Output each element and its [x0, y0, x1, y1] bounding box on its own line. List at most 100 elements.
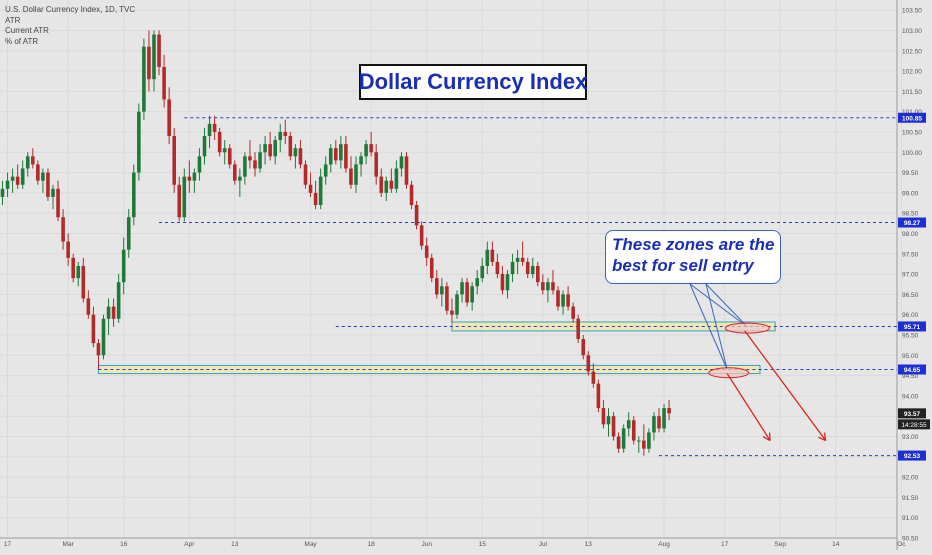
indicator-atr[interactable]: ATR: [5, 15, 21, 25]
candle-down: [424, 245, 429, 258]
symbol-line[interactable]: U.S. Dollar Currency Index, 1D, TVC: [5, 5, 136, 14]
candle-up: [243, 156, 247, 177]
y-tick-label: 94.50: [902, 373, 919, 380]
y-tick-label: 94.00: [902, 393, 919, 400]
x-tick-label: Jul: [539, 541, 548, 548]
chart-title-annotation: Dollar Currency Index: [359, 64, 587, 100]
level-label: 94.65: [904, 367, 921, 374]
level-label: 98.27: [904, 220, 921, 227]
candle-down: [369, 144, 373, 153]
callout-line-1: These zones are the: [612, 235, 775, 254]
y-tick-label: 103.50: [902, 8, 922, 15]
candle-up: [126, 217, 131, 250]
candle-up: [546, 282, 550, 291]
candle-up: [76, 265, 81, 279]
candle-up: [339, 144, 343, 161]
candle-up: [505, 274, 510, 291]
candle-down: [667, 408, 671, 414]
candle-down: [86, 298, 91, 315]
candle-down: [500, 274, 505, 291]
y-tick-label: 97.00: [902, 272, 919, 279]
level-label-bg: [898, 112, 926, 123]
candle-up: [20, 168, 25, 185]
candle-up: [132, 172, 136, 218]
x-tick-label: 17: [4, 541, 12, 548]
y-tick-label: 97.50: [902, 251, 919, 258]
y-tick-label: 96.50: [902, 292, 919, 299]
indicator-current-atr[interactable]: Current ATR: [5, 26, 49, 35]
candle-down: [313, 192, 318, 206]
candle-down: [536, 265, 540, 283]
candle-down: [450, 310, 454, 315]
candle-up: [182, 176, 187, 218]
candle-up: [470, 286, 474, 303]
candle-down: [344, 144, 348, 169]
candle-down: [576, 318, 580, 340]
candle-down: [566, 294, 570, 307]
candle-down: [601, 408, 606, 425]
candle-up: [121, 249, 126, 283]
candle-down: [111, 306, 116, 319]
candle-down: [217, 131, 222, 153]
candle-up: [152, 34, 156, 80]
candle-up: [142, 46, 146, 112]
candle-up: [293, 148, 298, 157]
candle-up: [10, 176, 15, 181]
y-tick-label: 100.00: [902, 150, 922, 157]
candle-down: [157, 34, 161, 67]
candle-up: [510, 261, 515, 275]
x-tick-label: May: [304, 541, 317, 548]
candle-up: [460, 282, 464, 295]
candle-up: [621, 428, 626, 449]
candle-down: [404, 156, 409, 185]
candle-down: [177, 184, 182, 218]
current-price-label: 93.57: [904, 411, 921, 418]
entry-highlight: [708, 367, 750, 379]
candle-up: [323, 164, 328, 177]
candle-up: [647, 432, 651, 449]
candle-down: [389, 180, 394, 189]
candle-down: [591, 371, 596, 384]
candle-down: [379, 176, 384, 193]
candle-up: [263, 144, 267, 153]
candle-down: [31, 156, 35, 165]
candle-down: [445, 286, 449, 311]
candle-down: [374, 152, 378, 177]
candle-down: [233, 164, 237, 181]
y-tick-label: 101.00: [902, 109, 922, 116]
candle-down: [248, 156, 252, 161]
candle-down: [551, 282, 555, 291]
candle-down: [298, 148, 303, 165]
level-label-bg: [898, 450, 926, 461]
candle-down: [15, 176, 20, 185]
candle-down: [586, 355, 591, 372]
x-tick-label: Sep: [774, 541, 786, 548]
candle-down: [495, 261, 500, 275]
y-tick-label: 95.50: [902, 332, 919, 339]
candle-down: [71, 257, 75, 279]
callout-pointer: [689, 283, 748, 328]
y-tick-label: 92.00: [902, 475, 919, 482]
candle-up: [530, 265, 535, 275]
x-tick-label: 16: [120, 541, 128, 548]
x-tick-label: Mar: [63, 541, 75, 548]
candle-up: [480, 265, 485, 279]
candle-down: [253, 160, 257, 169]
candle-up: [278, 131, 283, 141]
y-tick-label: 98.00: [902, 231, 919, 238]
candle-up: [318, 176, 323, 206]
candle-up: [328, 148, 333, 165]
y-tick-label: 102.00: [902, 69, 922, 76]
current-price-label-bg: [898, 408, 926, 419]
candle-down: [167, 99, 171, 137]
candle-down: [429, 257, 434, 279]
candle-down: [66, 241, 70, 258]
candle-down: [520, 257, 525, 262]
candle-down: [571, 306, 575, 319]
candle-down: [187, 176, 192, 181]
candle-down: [303, 164, 308, 185]
candle-down: [268, 144, 272, 157]
indicator-percent-atr[interactable]: % of ATR: [5, 36, 39, 46]
